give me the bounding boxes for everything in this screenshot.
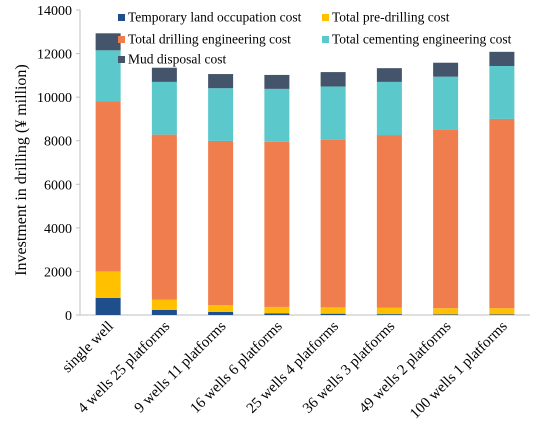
y-tick-label: 0 [65,309,72,324]
legend-swatch [322,14,329,21]
bar-segment-3 [151,134,177,300]
bar-segment-3 [208,140,234,306]
bar-segment-1 [433,314,459,315]
y-tick-label: 2000 [44,265,72,280]
bar-segment-5 [376,68,402,82]
bar-segment-3 [489,118,515,309]
y-axis-label: Investment in drilling (¥ million) [13,64,30,276]
bar-segment-2 [489,308,515,315]
bar-segment-1 [376,314,402,315]
bar-segment-5 [264,74,290,89]
bar-segment-3 [264,141,290,307]
legend-label: Total drilling engineering cost [128,32,291,47]
bar-segment-1 [489,314,515,315]
legend-swatch [118,36,125,43]
bar-segment-5 [95,33,121,51]
bar-segment-5 [320,72,346,87]
bar-segment-2 [320,307,346,314]
bar-segment-4 [489,65,515,119]
bar-segment-4 [376,81,402,136]
y-tick-label: 4000 [44,222,72,237]
bar-segment-3 [433,129,459,309]
bar-segment-4 [320,86,346,140]
y-tick-label: 10000 [37,91,72,106]
bar-segment-3 [320,139,346,308]
bar-segment-1 [264,313,290,315]
bar-segment-2 [264,306,290,314]
bar-segment-1 [95,298,121,315]
bar-segment-5 [433,62,459,77]
bar-segment-4 [151,81,177,135]
bar-segment-1 [208,311,234,315]
bar-segment-5 [208,74,234,89]
bar-segment-2 [151,299,177,310]
legend-swatch [118,56,125,63]
x-tick-label: single well [59,319,117,377]
bar-segment-2 [433,308,459,315]
legend-label: Total cementing engineering cost [332,32,512,47]
bar-segment-2 [376,307,402,315]
y-tick-label: 14000 [37,4,72,19]
bar-segment-2 [95,271,121,299]
x-tick-label: 100 wells 1 platforms [407,318,511,422]
legend-swatch [322,36,329,43]
bar-segment-3 [376,135,402,308]
bar-segment-4 [433,76,459,130]
bar-segment-1 [151,309,177,315]
bar-segment-4 [264,88,290,142]
bar-segment-2 [208,305,234,312]
bar-segment-4 [208,88,234,141]
bar-segment-4 [95,50,121,102]
bar-segment-5 [489,51,515,66]
y-tick-label: 6000 [44,178,72,193]
legend-label: Temporary land occupation cost [128,10,302,25]
bar-segment-1 [320,313,346,315]
legend-swatch [118,14,125,21]
y-tick-label: 12000 [37,48,72,63]
legend-label: Mud disposal cost [128,52,227,67]
y-tick-label: 8000 [44,135,72,150]
bar-segment-5 [151,67,177,82]
legend-label: Total pre-drilling cost [332,10,450,25]
bar-segment-3 [95,101,121,272]
